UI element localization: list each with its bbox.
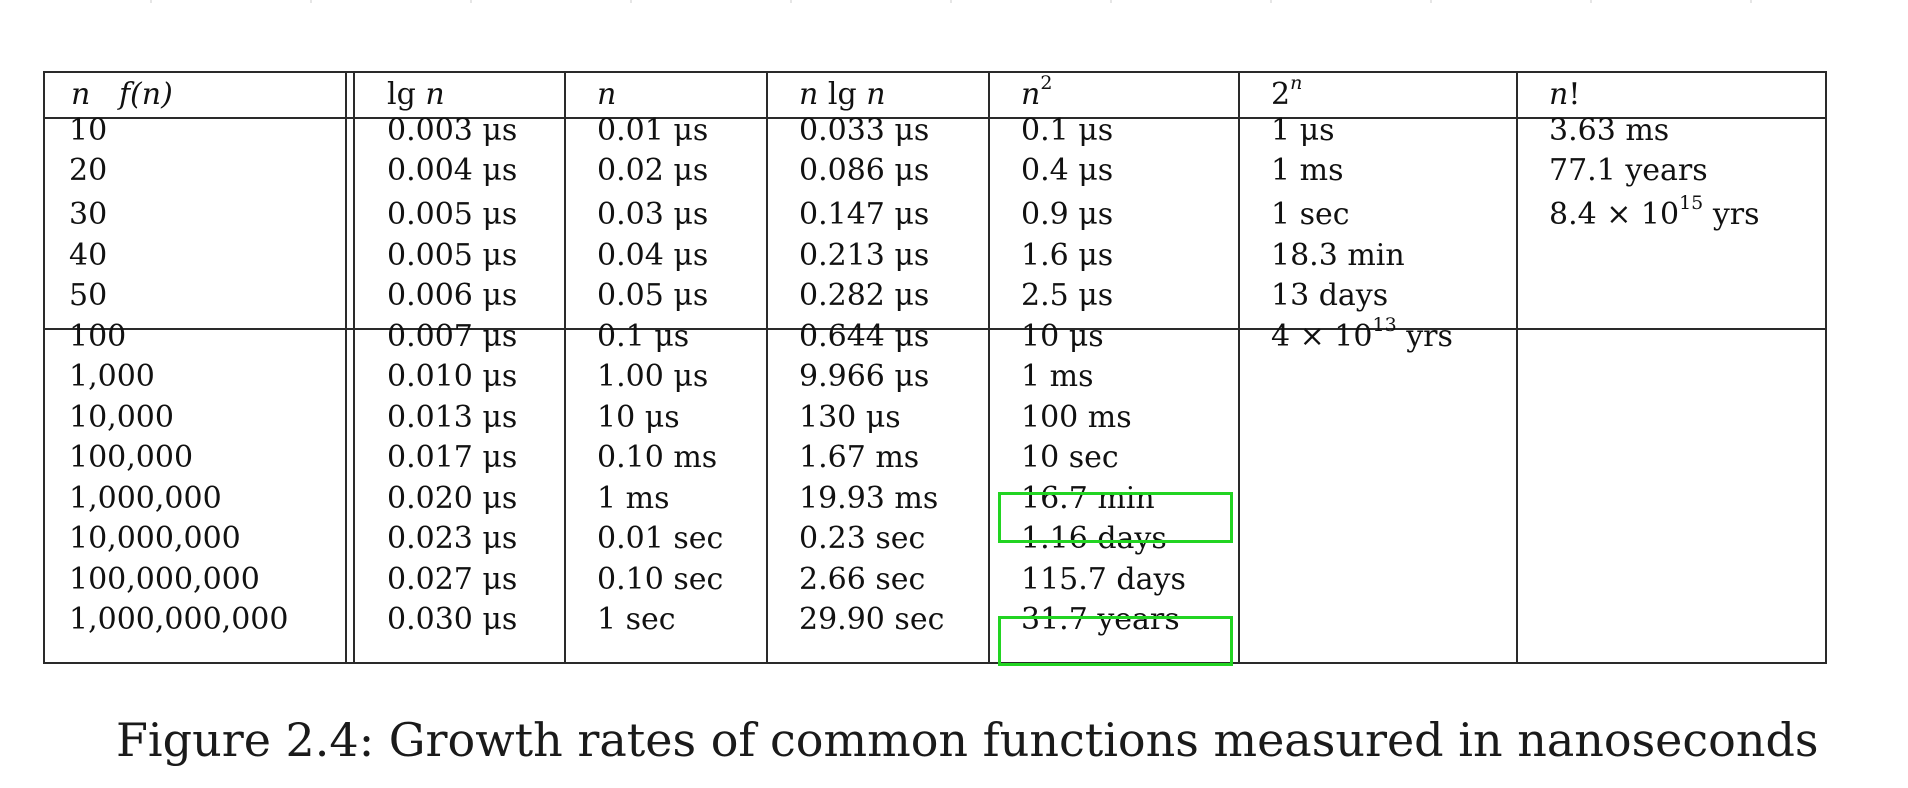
header-2-to-n: 2n [1271,72,1303,113]
cell-lgn: 0.005 μs [387,197,518,232]
cell-n: 100,000,000 [69,562,260,597]
cell-n: 30 [69,197,108,232]
double-rule-a [345,73,347,662]
col-rule-exp [1238,73,1240,662]
cell-n-squared: 1 ms [1021,359,1094,394]
cell-n-linear: 0.03 μs [597,197,709,232]
col-rule-fact [1516,73,1518,662]
cell-n-squared: 16.7 min [1021,481,1155,516]
cell-2-to-n: 1 sec [1271,197,1350,232]
cell-nlgn: 29.90 sec [799,602,945,637]
header-nlgn: n lg n [799,77,886,112]
header-n: n [597,77,617,112]
col-rule-n2 [988,73,990,662]
cell-2-to-n: 4 × 1013 yrs [1271,314,1453,355]
cell-lgn: 0.003 μs [387,113,518,148]
growth-rate-table: n f(n) lg n n n lg n n2 2n n! 10 0.003 μs… [43,71,1827,666]
cell-n-linear: 0.02 μs [597,153,709,188]
cell-lgn: 0.023 μs [387,521,518,556]
header-factorial: n! [1549,77,1581,112]
cell-nlgn: 0.033 μs [799,113,930,148]
cell-factorial: 8.4 × 1015 yrs [1549,192,1760,233]
cell-n-linear: 0.1 μs [597,319,690,354]
cell-lgn: 0.010 μs [387,359,518,394]
cell-nlgn: 9.966 μs [799,359,930,394]
cell-nlgn: 0.147 μs [799,197,930,232]
cell-2-to-n: 18.3 min [1271,238,1405,273]
cell-n-squared: 100 ms [1021,400,1132,435]
col-rule-nlgn [766,73,768,662]
cell-n-linear: 0.10 sec [597,562,724,597]
double-rule-b [353,73,355,662]
cell-n-linear: 1.00 μs [597,359,709,394]
cell-n-squared: 0.1 μs [1021,113,1114,148]
top-edge-line [0,0,1908,3]
cell-nlgn: 1.67 ms [799,440,920,475]
cell-n-linear: 0.10 ms [597,440,718,475]
cell-n-squared: 1.16 days [1021,521,1167,556]
figure-caption: Figure 2.4: Growth rates of common funct… [116,713,1819,767]
header-n-squared: n2 [1021,72,1053,113]
cell-n-squared: 0.4 μs [1021,153,1114,188]
cell-factorial: 3.63 ms [1549,113,1670,148]
cell-n-squared: 2.5 μs [1021,278,1114,313]
cell-nlgn: 0.644 μs [799,319,930,354]
cell-lgn: 0.013 μs [387,400,518,435]
cell-nlgn: 0.213 μs [799,238,930,273]
cell-lgn: 0.017 μs [387,440,518,475]
cell-n: 10,000,000 [69,521,241,556]
cell-n-squared: 0.9 μs [1021,197,1114,232]
cell-n-linear: 0.01 sec [597,521,724,556]
cell-n: 1,000,000,000 [69,602,289,637]
header-lgn: lg n [387,77,445,112]
cell-lgn: 0.005 μs [387,238,518,273]
cell-n-squared: 31.7 years [1021,602,1180,637]
cell-n-linear: 0.04 μs [597,238,709,273]
cell-n-squared: 115.7 days [1021,562,1186,597]
cell-n-linear: 10 μs [597,400,680,435]
cell-n: 1,000,000 [69,481,222,516]
cell-nlgn: 130 μs [799,400,901,435]
cell-n: 50 [69,278,108,313]
cell-n: 1,000 [69,359,155,394]
highlight-box-16-7-min [998,492,1233,543]
cell-2-to-n: 13 days [1271,278,1389,313]
cell-lgn: 0.006 μs [387,278,518,313]
cell-lgn: 0.007 μs [387,319,518,354]
cell-n: 10 [69,113,108,148]
cell-nlgn: 19.93 ms [799,481,939,516]
cell-n: 100 [69,319,127,354]
cell-n: 20 [69,153,108,188]
cell-nlgn: 0.282 μs [799,278,930,313]
cell-lgn: 0.027 μs [387,562,518,597]
group-rule [45,328,1825,330]
header-n-fn: n f(n) [71,77,173,112]
cell-lgn: 0.004 μs [387,153,518,188]
cell-n: 10,000 [69,400,174,435]
cell-n: 40 [69,238,108,273]
highlight-box-31-7-years [998,616,1233,666]
cell-n-squared: 10 sec [1021,440,1119,475]
header-rule [45,117,1825,119]
cell-n: 100,000 [69,440,194,475]
cell-nlgn: 0.086 μs [799,153,930,188]
cell-n-squared: 1.6 μs [1021,238,1114,273]
cell-lgn: 0.030 μs [387,602,518,637]
cell-n-linear: 1 ms [597,481,670,516]
col-rule-lin [564,73,566,662]
cell-nlgn: 2.66 sec [799,562,926,597]
cell-n-linear: 1 sec [597,602,676,637]
cell-2-to-n: 1 ms [1271,153,1344,188]
cell-lgn: 0.020 μs [387,481,518,516]
cell-n-linear: 0.01 μs [597,113,709,148]
cell-2-to-n: 1 μs [1271,113,1335,148]
cell-nlgn: 0.23 sec [799,521,926,556]
cell-factorial: 77.1 years [1549,153,1708,188]
cell-n-squared: 10 μs [1021,319,1104,354]
cell-n-linear: 0.05 μs [597,278,709,313]
